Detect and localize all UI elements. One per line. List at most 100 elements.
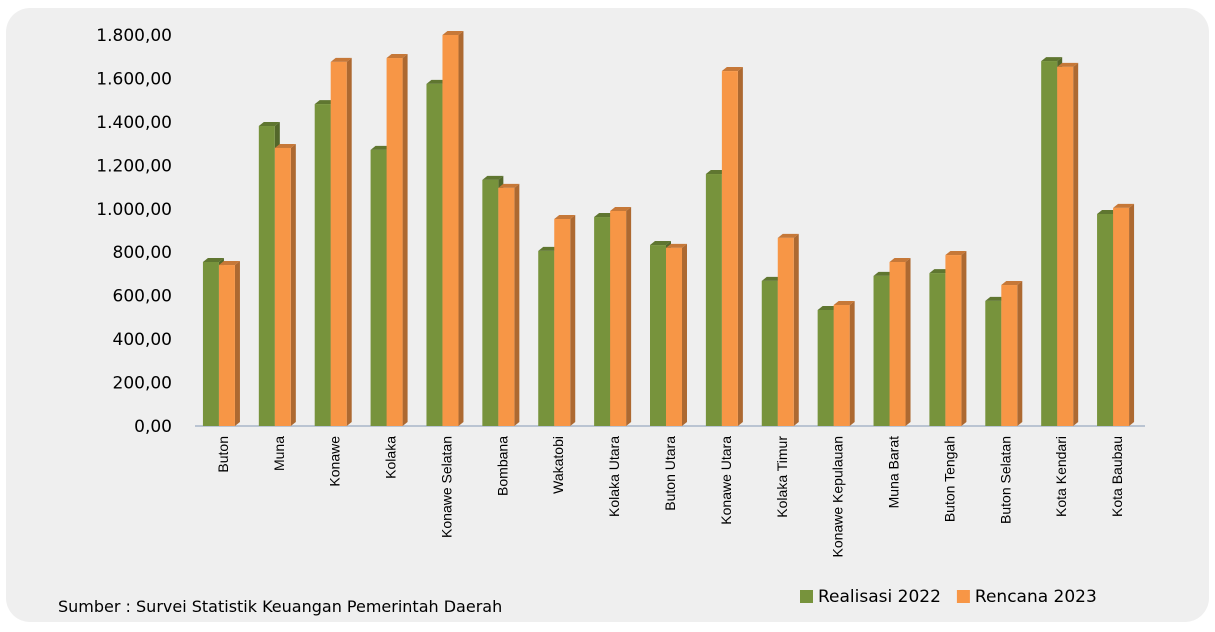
bar: [370, 149, 387, 426]
bar-top: [202, 257, 224, 262]
bar-top: [985, 296, 1007, 301]
bar-side: [1129, 203, 1135, 426]
x-tick-label: Konawe Kepulauan: [830, 436, 846, 557]
bar-top: [777, 233, 799, 238]
y-tick-label: 0,00: [134, 417, 172, 437]
x-tick-label: Bombana: [494, 436, 510, 496]
x-tick-label: Buton Tengah: [941, 436, 957, 522]
bar-top: [610, 206, 632, 211]
bar: [202, 261, 219, 426]
bar-top: [817, 306, 839, 311]
x-tick-label: Kota Baubau: [1109, 436, 1125, 517]
bar: [498, 187, 515, 426]
y-tick-label: 1.000,00: [96, 200, 172, 220]
bar-side: [234, 261, 240, 426]
bar: [610, 210, 627, 426]
bar-top: [666, 243, 687, 248]
bar-top: [1041, 57, 1063, 62]
bar: [1113, 207, 1130, 426]
x-tick-label: Muna: [271, 436, 287, 471]
bar: [929, 273, 946, 426]
bar: [442, 35, 459, 426]
bar: [386, 58, 403, 427]
legend-swatch: [800, 590, 813, 603]
bar: [274, 147, 291, 426]
bar-side: [346, 57, 352, 427]
bar-top: [929, 269, 951, 274]
bar: [761, 280, 778, 426]
x-tick-label: Kolaka: [383, 436, 399, 479]
bar-top: [442, 31, 464, 35]
bar: [314, 104, 331, 427]
y-tick-label: 1.800,00: [96, 26, 172, 46]
bar-side: [514, 183, 520, 426]
bar: [945, 255, 962, 426]
bar-side: [458, 31, 464, 426]
x-tick-label: Buton Utara: [662, 436, 678, 511]
x-tick-label: Buton: [215, 436, 231, 473]
bar: [1041, 61, 1058, 427]
bar-top: [538, 246, 560, 251]
x-tick-label: Muna Barat: [886, 436, 902, 508]
bar: [817, 310, 834, 426]
x-tick-label: Konawe Selatan: [438, 436, 454, 538]
bar: [666, 247, 682, 426]
bar-side: [570, 214, 576, 426]
bar-top: [873, 271, 895, 276]
bar-top: [370, 145, 392, 150]
bar-top: [218, 261, 240, 266]
bar-side: [1017, 281, 1023, 426]
x-tick-label: Buton Selatan: [997, 436, 1013, 524]
bar-side: [1073, 62, 1079, 426]
bar-top: [594, 213, 616, 218]
x-tick-label: Kota Kendari: [1053, 436, 1069, 517]
bar: [721, 71, 738, 426]
bar-top: [705, 170, 727, 175]
source: Sumber : Survei Statistik Keuangan Pemer…: [58, 597, 502, 616]
bar-top: [426, 79, 448, 84]
bar-side: [793, 233, 799, 426]
bar-top: [554, 214, 576, 219]
bar: [218, 265, 235, 426]
y-tick-label: 400,00: [113, 330, 172, 350]
bar: [777, 237, 794, 426]
bar: [650, 245, 666, 426]
bar: [1097, 213, 1114, 426]
bar-top: [1097, 209, 1119, 214]
bar: [889, 261, 906, 426]
bar-top: [945, 251, 967, 256]
legend-label: Realisasi 2022: [818, 587, 941, 607]
bar-top: [1113, 203, 1135, 208]
bar-side: [626, 206, 632, 426]
bar-side: [905, 257, 911, 426]
bar: [330, 61, 347, 427]
bar: [985, 300, 1002, 426]
bar-top: [721, 67, 743, 72]
y-tick-label: 800,00: [113, 243, 172, 263]
bar: [482, 179, 499, 426]
y-tick-label: 1.200,00: [96, 156, 172, 176]
x-tick-label: Wakatobi: [550, 436, 566, 494]
bar-side: [290, 143, 296, 426]
y-tick-label: 1.400,00: [96, 113, 172, 133]
bar: [1057, 66, 1074, 426]
bar-top: [482, 175, 504, 180]
bar-top: [258, 122, 280, 127]
bar-side: [961, 251, 967, 426]
legend-swatch: [956, 590, 970, 603]
bar: [258, 126, 275, 426]
bar-side: [737, 67, 743, 426]
bar-side: [849, 301, 855, 426]
bar: [705, 174, 722, 426]
bar-top: [833, 301, 855, 306]
bar: [426, 83, 443, 426]
bar-top: [330, 57, 352, 62]
bar: [1001, 285, 1018, 426]
bar-top: [1001, 281, 1023, 286]
bar-top: [386, 54, 408, 59]
y-tick-label: 1.600,00: [96, 69, 172, 89]
bar-top: [274, 143, 296, 148]
legend-label: Rencana 2023: [975, 587, 1097, 607]
bar-top: [761, 276, 783, 281]
